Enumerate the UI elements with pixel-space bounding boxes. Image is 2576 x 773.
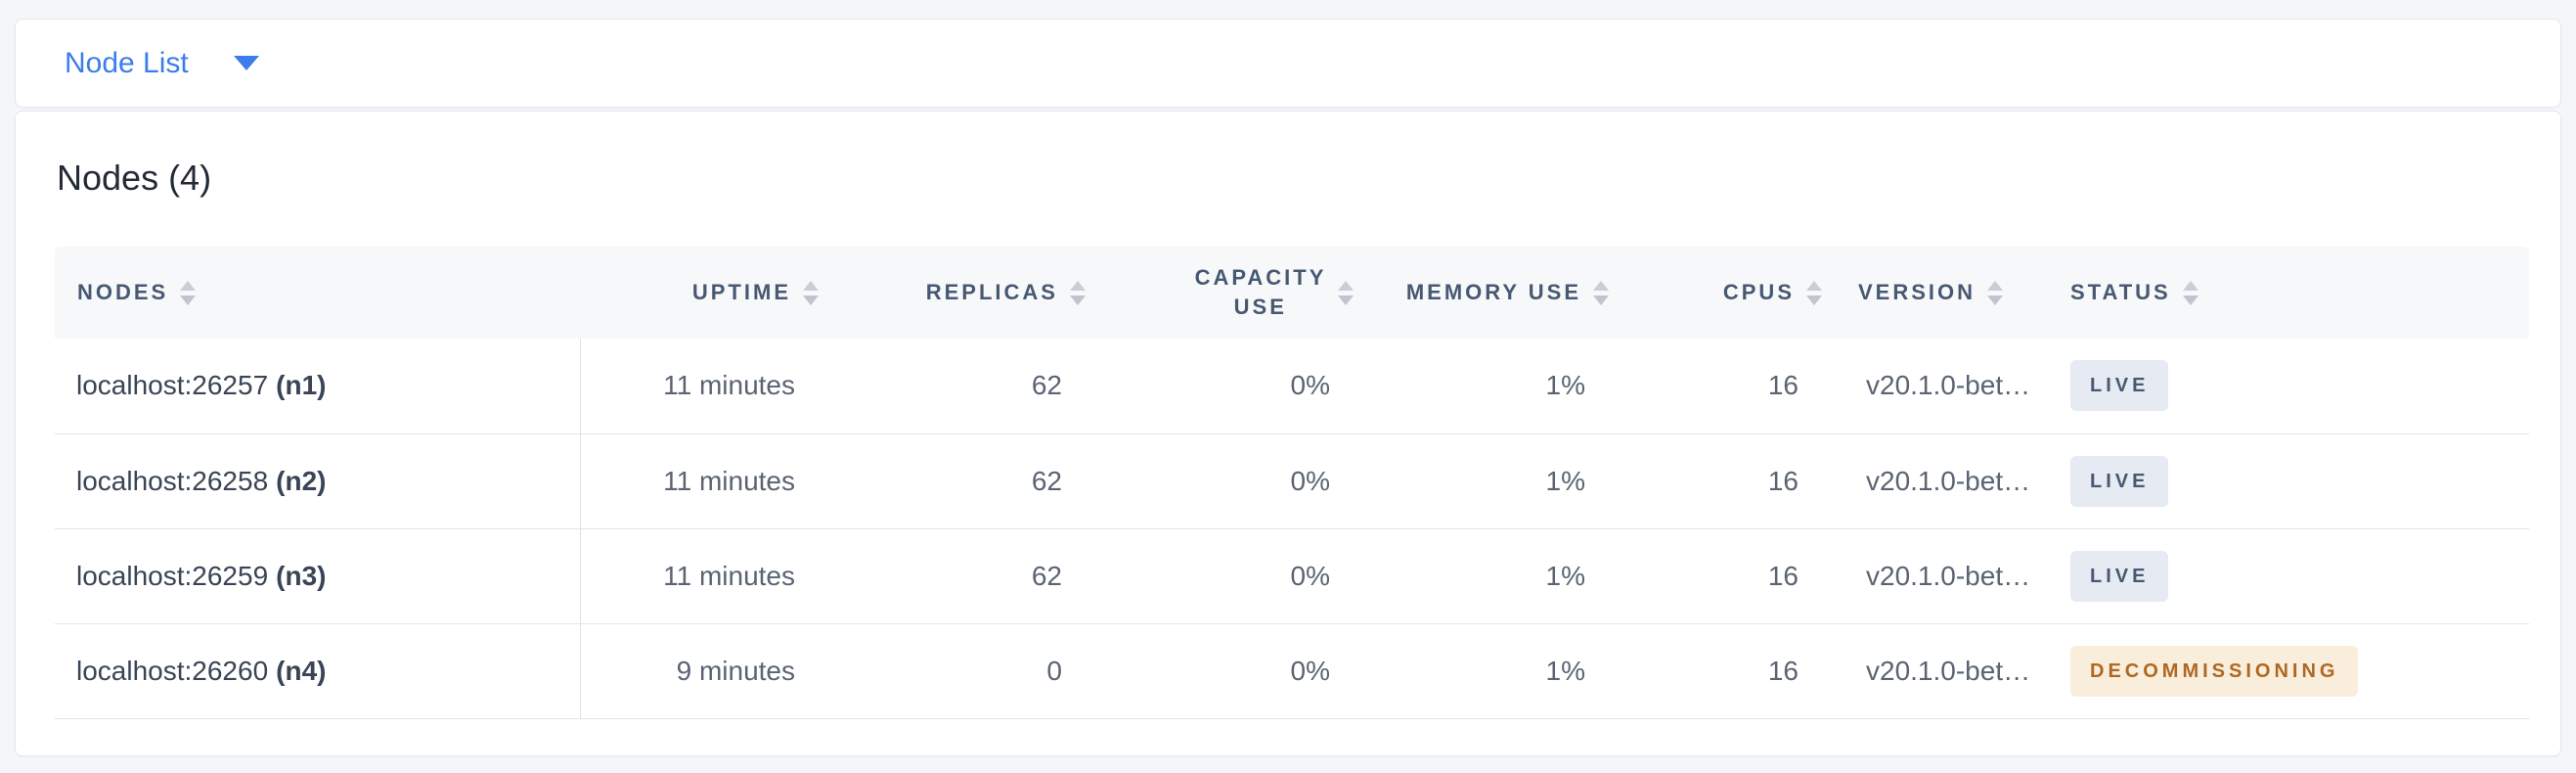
status-cell: LIVE [2044,433,2529,529]
memory-use-cell: 1% [1357,528,1613,624]
node-name-cell: localhost:26260 (n4) [55,623,581,719]
node-id: (n3) [276,560,327,591]
nodes-card: Nodes (4) NODES UPTIME [15,111,2561,756]
version-cell: v20.1.0-bet… [1826,623,2044,719]
table-row: localhost:26257 (n1) 11 minutes 62 0% 1% … [55,339,2529,434]
capacity-use-cell: 0% [1089,623,1357,719]
column-header-capacity-use[interactable]: CAPACITY USE [1089,247,1357,339]
memory-use-cell: 1% [1357,433,1613,529]
version-cell: v20.1.0-bet… [1826,433,2044,529]
sort-icon[interactable] [1806,280,1822,305]
sort-icon[interactable] [803,280,819,305]
nodes-table-body: localhost:26257 (n1) 11 minutes 62 0% 1% … [55,339,2529,719]
cpus-cell: 16 [1613,528,1826,624]
table-row: localhost:26260 (n4) 9 minutes 0 0% 1% 16… [55,623,2529,719]
capacity-use-cell: 0% [1089,528,1357,624]
status-cell: LIVE [2044,528,2529,624]
cpus-cell: 16 [1613,339,1826,434]
replicas-cell: 62 [822,433,1089,529]
node-id: (n4) [276,655,327,686]
sort-icon[interactable] [1070,280,1086,305]
column-header-memory-use[interactable]: MEMORY USE [1357,247,1613,339]
version-cell: v20.1.0-bet… [1826,339,2044,434]
cpus-cell: 16 [1613,623,1826,719]
replicas-cell: 0 [822,623,1089,719]
node-name-cell: localhost:26257 (n1) [55,339,581,434]
view-selector-card: Node List [15,19,2561,108]
view-selector-dropdown[interactable]: Node List [65,46,259,81]
column-header-replicas[interactable]: REPLICAS [822,247,1089,339]
version-cell: v20.1.0-bet… [1826,528,2044,624]
sort-icon[interactable] [2182,280,2198,305]
node-status-badge: LIVE [2070,455,2169,507]
replicas-cell: 62 [822,528,1089,624]
uptime-cell: 11 minutes [580,433,822,529]
column-header-status[interactable]: STATUS [2044,247,2529,339]
status-cell: LIVE [2044,339,2529,434]
cpus-cell: 16 [1613,433,1826,529]
node-address-link[interactable]: localhost:26260 [76,655,269,686]
table-row: localhost:26259 (n3) 11 minutes 62 0% 1% … [55,528,2529,624]
column-header-cpus[interactable]: CPUS [1613,247,1826,339]
column-header-nodes[interactable]: NODES [55,247,580,339]
node-name-cell: localhost:26258 (n2) [55,433,581,529]
table-row: localhost:26258 (n2) 11 minutes 62 0% 1% … [55,433,2529,529]
column-header-uptime[interactable]: UPTIME [580,247,822,339]
nodes-table: NODES UPTIME REPLICAS [55,247,2529,719]
caret-down-icon [233,56,259,70]
node-status-badge: LIVE [2070,360,2169,412]
nodes-table-header-row: NODES UPTIME REPLICAS [55,247,2529,339]
node-status-badge: DECOMMISSIONING [2070,645,2359,697]
memory-use-cell: 1% [1357,623,1613,719]
uptime-cell: 9 minutes [580,623,822,719]
node-id: (n1) [276,370,327,401]
status-cell: DECOMMISSIONING [2044,623,2529,719]
node-id: (n2) [276,465,327,496]
node-address-link[interactable]: localhost:26257 [76,370,269,401]
node-status-badge: LIVE [2070,550,2169,602]
uptime-cell: 11 minutes [580,528,822,624]
capacity-use-cell: 0% [1089,433,1357,529]
uptime-cell: 11 minutes [580,339,822,434]
sort-icon[interactable] [180,280,197,305]
view-selector-label: Node List [65,46,189,79]
replicas-cell: 62 [822,339,1089,434]
memory-use-cell: 1% [1357,339,1613,434]
column-header-version[interactable]: VERSION [1826,247,2044,339]
node-address-link[interactable]: localhost:26259 [76,560,269,591]
node-address-link[interactable]: localhost:26258 [76,465,269,496]
sort-icon[interactable] [1338,280,1354,305]
node-name-cell: localhost:26259 (n3) [55,528,581,624]
sort-icon[interactable] [1593,280,1609,305]
sort-icon[interactable] [1987,280,2004,305]
capacity-use-cell: 0% [1089,339,1357,434]
nodes-section-title: Nodes (4) [57,158,212,198]
